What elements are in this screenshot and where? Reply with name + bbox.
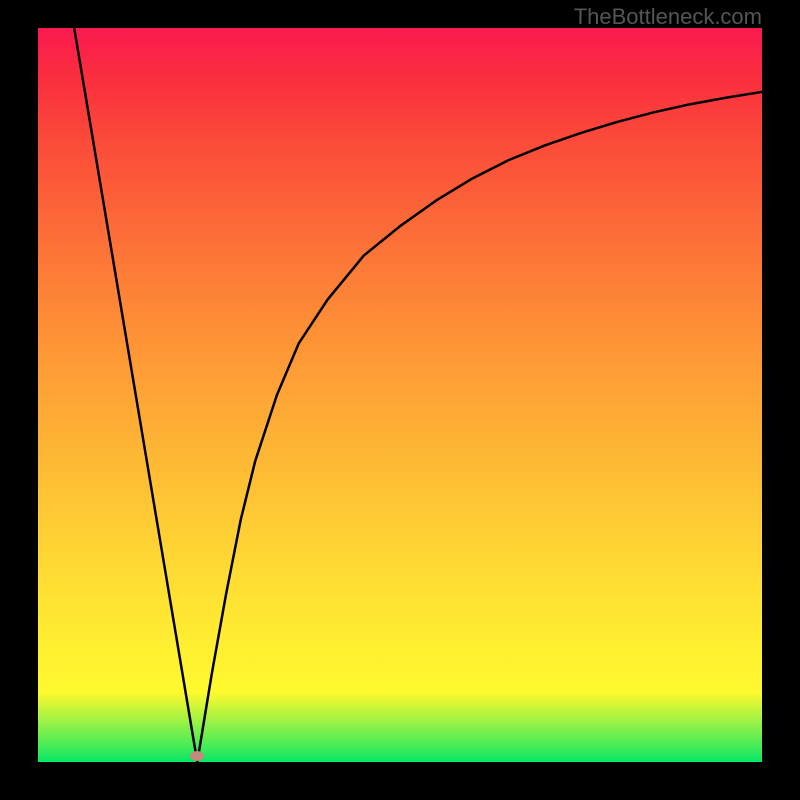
chart-plot-area [38,28,762,762]
watermark-text: TheBottleneck.com [574,4,762,30]
chart-container: TheBottleneck.com [0,0,800,800]
chart-curve [38,28,762,762]
chart-min-marker [190,751,204,761]
